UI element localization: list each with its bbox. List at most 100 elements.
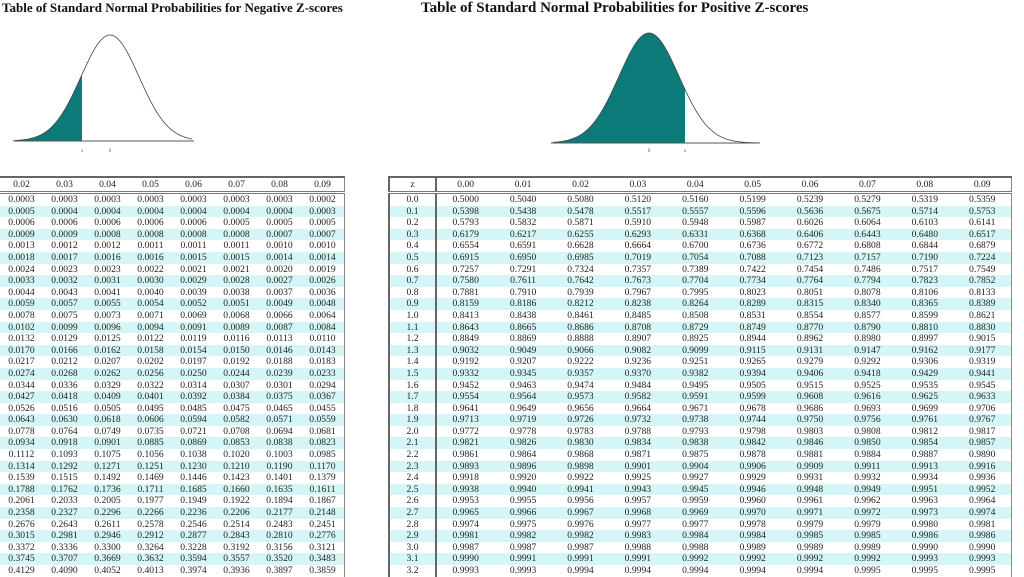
table-row: 0.0274 0.0268 0.0262 0.0256 0.0250 0.0244 0.02… — [0, 367, 345, 380]
probability-cell: 0.9878 — [739, 449, 766, 461]
probability-cell: 0.9319 — [969, 356, 996, 368]
negative-table-title: Table of Standard Normal Probabilities f… — [2, 0, 343, 15]
z-value-cell: 1.0 — [389, 309, 437, 322]
probability-cell: 0.0132 — [8, 333, 35, 345]
probability-cell: 0.9082 — [609, 344, 667, 357]
probability-cell: 0.3594 — [172, 553, 215, 565]
probability-cell: 0.6664 — [624, 240, 652, 252]
probability-cell: 0.0003 — [180, 194, 207, 205]
probability-cell: 0.9808 — [854, 425, 881, 437]
table-row: 1.0 0.8413 0.8438 0.8461 0.8485 0.8508 0.8531 0… — [389, 309, 1011, 322]
probability-cell: 0.8962 — [796, 333, 824, 345]
probability-cell: 0.9911 — [838, 460, 897, 473]
probability-cell: 0.9974 — [953, 507, 1012, 519]
probability-cell: 0.9484 — [624, 379, 652, 391]
positive-shaded-area — [553, 33, 685, 143]
probability-cell: 0.0075 — [51, 309, 78, 321]
probability-cell: 0.1230 — [172, 460, 215, 473]
probability-cell: 0.6517 — [953, 228, 1012, 241]
probability-cell: 0.8461 — [567, 309, 594, 321]
probability-cell: 0.0233 — [301, 367, 345, 380]
probability-cell: 0.9861 — [452, 449, 479, 461]
probability-cell: 0.0244 — [215, 367, 258, 380]
table-row: 2.4 0.9918 0.9920 0.9922 0.9925 0.9927 0.9929 0… — [389, 472, 1011, 484]
probability-cell: 0.5987 — [739, 217, 766, 229]
probability-cell: 0.9535 — [911, 379, 939, 391]
z-value-cell: 3.1 — [389, 553, 437, 565]
probability-cell: 0.9992 — [723, 553, 782, 565]
probability-cell: 0.3483 — [301, 553, 345, 565]
probability-cell: 0.0057 — [43, 298, 86, 310]
probability-cell: 0.2061 — [8, 495, 35, 507]
probability-cell: 0.0630 — [43, 414, 86, 426]
probability-cell: 0.0418 — [43, 391, 86, 403]
probability-cell: 0.9943 — [609, 483, 667, 496]
probability-cell: 0.0017 — [43, 251, 86, 264]
probability-cell: 0.9686 — [796, 402, 824, 414]
probability-cell: 0.0003 — [51, 194, 78, 205]
probability-cell: 0.9854 — [896, 437, 954, 450]
table-row: 1.6 0.9452 0.9463 0.9474 0.9484 0.9495 0.9505 0… — [389, 379, 1011, 392]
table-row: 3.0 0.9987 0.9987 0.9987 0.9988 0.9988 0.9989 0… — [389, 541, 1011, 554]
probability-cell: 0.9956 — [567, 495, 594, 507]
negative-z-tick-label: z — [81, 149, 84, 154]
probability-cell: 0.6331 — [666, 228, 724, 241]
probability-cell: 0.1038 — [180, 449, 207, 461]
probability-cell: 0.7517 — [911, 263, 939, 275]
probability-cell: 0.9994 — [796, 565, 824, 576]
probability-cell: 0.5319 — [911, 194, 939, 205]
probability-cell: 0.0043 — [51, 286, 78, 298]
table-row: 0.0132 0.0129 0.0125 0.0122 0.0119 0.0116 0.01… — [0, 333, 345, 345]
probability-cell: 0.0049 — [258, 298, 301, 310]
probability-cell: 0.9817 — [969, 425, 996, 437]
probability-cell: 0.9971 — [781, 507, 839, 519]
probability-cell: 0.9452 — [452, 379, 479, 391]
probability-cell: 0.7422 — [739, 263, 766, 275]
probability-cell: 0.2236 — [172, 507, 215, 519]
probability-cell: 0.7324 — [567, 263, 594, 275]
probability-cell: 0.9406 — [781, 367, 839, 380]
probability-cell: 0.9115 — [723, 344, 782, 357]
probability-cell: 0.0008 — [215, 228, 258, 241]
probability-cell: 0.9951 — [896, 483, 954, 496]
probability-cell: 0.0073 — [94, 309, 121, 321]
probability-cell: 0.0002 — [309, 194, 336, 205]
probability-cell: 0.9986 — [953, 530, 1012, 542]
probability-cell: 0.9783 — [567, 425, 594, 437]
probability-cell: 0.9984 — [723, 530, 782, 542]
probability-cell: 0.0004 — [258, 205, 301, 218]
table-row: 0.0044 0.0043 0.0041 0.0040 0.0039 0.0038 0.00… — [0, 287, 345, 299]
probability-cell: 0.9993 — [509, 565, 537, 576]
probability-cell: 0.0008 — [129, 228, 172, 241]
positive-table-title: Table of Standard Normal Probabilities f… — [421, 0, 809, 16]
probability-cell: 0.8980 — [854, 333, 881, 345]
probability-cell: 0.0188 — [266, 356, 293, 368]
probability-cell: 0.5199 — [739, 194, 766, 205]
probability-cell: 0.1251 — [129, 460, 172, 473]
probability-cell: 0.6293 — [609, 228, 667, 241]
probability-cell: 0.0853 — [215, 437, 258, 450]
z-value-cell: 2.4 — [389, 472, 437, 484]
negative-zero-tick-label: 0 — [109, 149, 112, 154]
probability-cell: 0.6950 — [494, 251, 552, 264]
column-header: 0.03 — [43, 177, 86, 194]
probability-cell: 0.9981 — [969, 518, 996, 530]
probability-cell: 0.7157 — [838, 251, 897, 264]
table-row: 0.1788 0.1762 0.1736 0.1711 0.1685 0.1660 0.16… — [0, 483, 345, 496]
probability-cell: 0.0681 — [309, 425, 336, 437]
probability-cell: 0.8212 — [551, 298, 610, 310]
probability-cell: 0.0336 — [51, 379, 78, 391]
probability-cell: 0.0016 — [86, 251, 129, 264]
z-value-cell: 2.5 — [389, 483, 437, 496]
probability-cell: 0.4129 — [8, 565, 35, 576]
probability-cell: 0.1515 — [51, 472, 78, 484]
probability-cell: 0.3300 — [94, 541, 121, 553]
probability-cell: 0.0918 — [43, 437, 86, 450]
probability-cell: 0.9599 — [723, 391, 782, 403]
probability-cell: 0.1056 — [137, 449, 164, 461]
probability-cell: 0.1170 — [301, 460, 345, 473]
probability-cell: 0.5080 — [567, 194, 594, 205]
probability-cell: 0.0869 — [172, 437, 215, 450]
probability-cell: 0.9913 — [896, 460, 954, 473]
probability-cell: 0.8340 — [838, 298, 897, 310]
